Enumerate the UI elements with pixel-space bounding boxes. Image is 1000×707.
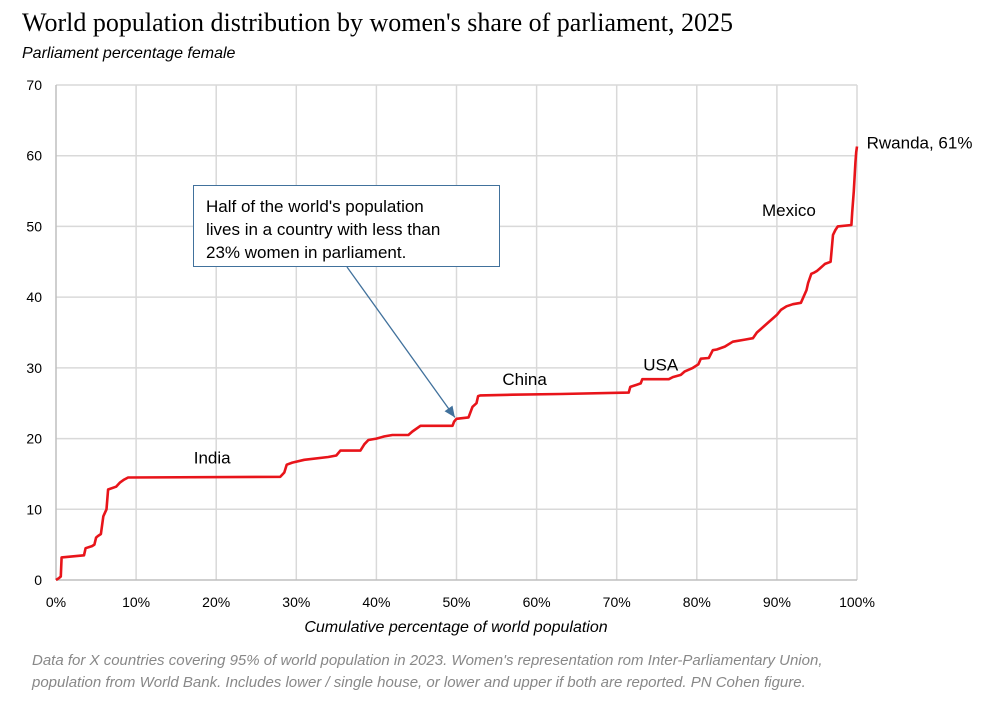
x-tick-label: 80% bbox=[683, 594, 711, 610]
callout-arrow bbox=[346, 266, 456, 418]
arrow-head bbox=[444, 405, 455, 418]
x-tick-label: 70% bbox=[603, 594, 631, 610]
annotations: India China USA Mexico Rwanda, 61% bbox=[194, 134, 973, 468]
footnote-line-1: Data for X countries covering 95% of wor… bbox=[32, 652, 823, 669]
tick-labels: 0 10 20 30 40 50 60 70 0% 10% 20% 30% 40% 50% 60% 70% 80… bbox=[26, 77, 874, 610]
callout-line-3: 23% women in parliament. bbox=[206, 243, 407, 262]
gridlines bbox=[56, 84, 858, 580]
y-axis-title: Parliament percentage female bbox=[22, 45, 236, 62]
callout-line-1: Half of the world's population bbox=[206, 197, 424, 216]
arrow-line bbox=[346, 266, 456, 418]
series bbox=[55, 146, 859, 582]
y-tick-label: 50 bbox=[26, 218, 42, 234]
callout-line-2: lives in a country with less than bbox=[206, 220, 441, 239]
y-tick-label: 0 bbox=[34, 572, 42, 588]
footnote: Data for X countries covering 95% of wor… bbox=[32, 650, 972, 694]
annotation-label: India bbox=[194, 448, 231, 467]
x-tick-label: 100% bbox=[839, 594, 875, 610]
chart-title: World population distribution by women's… bbox=[22, 8, 733, 37]
axes bbox=[55, 85, 857, 581]
annotation-label: Rwanda, 61% bbox=[867, 134, 973, 153]
series-line bbox=[55, 146, 859, 582]
y-tick-label: 60 bbox=[26, 148, 42, 164]
annotation-label: China bbox=[502, 370, 547, 389]
annotation-label: Mexico bbox=[762, 201, 816, 220]
x-tick-label: 60% bbox=[523, 594, 551, 610]
x-tick-label: 0% bbox=[46, 594, 66, 610]
y-tick-label: 70 bbox=[26, 77, 42, 93]
x-axis-title: Cumulative percentage of world populatio… bbox=[304, 619, 607, 636]
x-tick-label: 50% bbox=[442, 594, 470, 610]
x-tick-label: 90% bbox=[763, 594, 791, 610]
footnote-line-2: population from World Bank. Includes low… bbox=[32, 674, 806, 691]
x-tick-label: 30% bbox=[282, 594, 310, 610]
x-tick-label: 20% bbox=[202, 594, 230, 610]
x-tick-label: 10% bbox=[122, 594, 150, 610]
y-tick-label: 20 bbox=[26, 431, 42, 447]
y-tick-label: 30 bbox=[26, 360, 42, 376]
annotation-label: USA bbox=[643, 356, 679, 375]
y-tick-label: 10 bbox=[26, 501, 42, 517]
x-tick-label: 40% bbox=[362, 594, 390, 610]
y-tick-label: 40 bbox=[26, 289, 42, 305]
callout-box: Half of the world's population lives in … bbox=[193, 185, 500, 267]
